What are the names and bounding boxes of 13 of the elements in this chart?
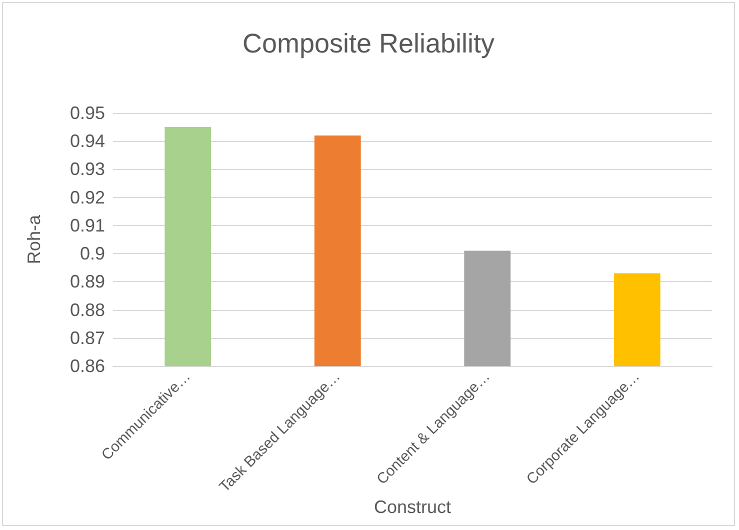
x-axis-title: Construct bbox=[374, 497, 452, 517]
y-axis-title: Roh-a bbox=[24, 214, 44, 264]
y-tick-label: 0.94 bbox=[70, 131, 105, 152]
y-tick-label: 0.86 bbox=[70, 356, 105, 376]
y-tick-label: 0.89 bbox=[70, 272, 105, 292]
y-tick-label: 0.88 bbox=[70, 300, 105, 320]
y-tick-label: 0.87 bbox=[70, 328, 105, 348]
y-tick-label: 0.9 bbox=[80, 244, 105, 264]
y-tick-label: 0.91 bbox=[70, 215, 105, 236]
y-tick-label: 0.95 bbox=[70, 103, 105, 123]
chart-title: Composite Reliability bbox=[242, 28, 496, 58]
y-tick-label: 0.92 bbox=[70, 187, 105, 208]
y-tick-label: 0.93 bbox=[70, 159, 105, 180]
